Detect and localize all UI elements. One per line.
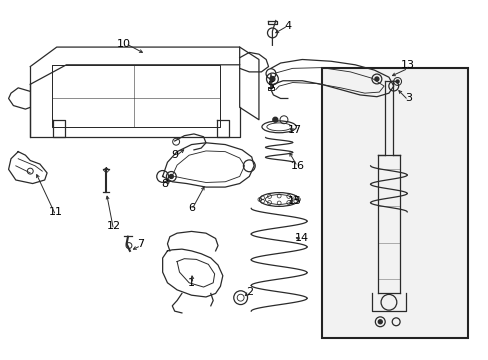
Text: 17: 17 (287, 125, 302, 135)
Text: 11: 11 (49, 207, 62, 217)
Text: 13: 13 (400, 60, 414, 70)
Circle shape (269, 77, 274, 81)
Text: 9: 9 (171, 150, 178, 160)
Text: 12: 12 (106, 221, 121, 231)
Circle shape (169, 175, 173, 179)
Text: 4: 4 (284, 21, 291, 31)
Text: 3: 3 (404, 94, 411, 103)
Text: 8: 8 (161, 179, 168, 189)
Circle shape (272, 117, 277, 122)
Text: 1: 1 (188, 278, 195, 288)
Text: 2: 2 (245, 287, 252, 297)
Text: 14: 14 (295, 234, 309, 243)
Text: 15: 15 (287, 196, 302, 206)
Circle shape (395, 80, 398, 83)
Text: 16: 16 (290, 161, 304, 171)
Text: 5: 5 (267, 81, 274, 91)
Circle shape (374, 77, 378, 81)
Text: 10: 10 (117, 39, 131, 49)
Text: 6: 6 (188, 203, 195, 213)
Bar (321, 68, 468, 338)
Text: 7: 7 (137, 239, 144, 249)
Circle shape (378, 320, 382, 324)
